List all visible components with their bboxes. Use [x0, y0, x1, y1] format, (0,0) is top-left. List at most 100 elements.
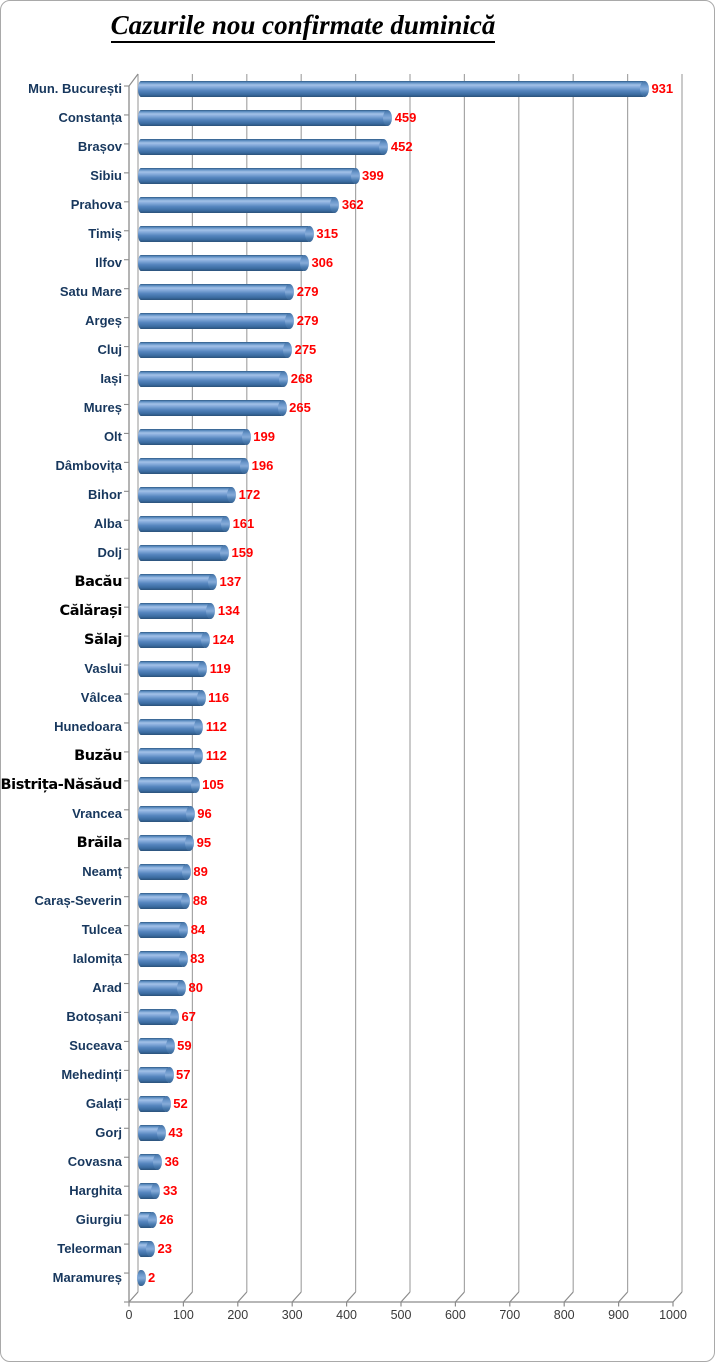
- bar-end-cap: [177, 979, 187, 996]
- bar-end-cap: [181, 863, 191, 880]
- bar: [138, 399, 283, 416]
- x-axis-tick-label: 600: [444, 1308, 466, 1322]
- value-label: 36: [164, 1154, 180, 1169]
- bar: [138, 950, 184, 967]
- bar-end-cap: [136, 1269, 146, 1286]
- bar: [138, 1037, 171, 1054]
- floor-slant: [618, 1291, 629, 1303]
- category-label: Teleorman: [57, 1241, 122, 1256]
- category-label: Bistrița-Năsăud: [0, 776, 123, 793]
- category-label: Brăila: [76, 834, 123, 851]
- value-label: 399: [362, 168, 384, 183]
- category-label: Brașov: [77, 139, 122, 154]
- value-label: 268: [290, 371, 313, 386]
- bar: [138, 660, 203, 677]
- category-label: Covasna: [67, 1154, 122, 1169]
- bar: [138, 573, 213, 590]
- category-label: Ialomița: [72, 951, 122, 966]
- category-label: Maramureș: [52, 1270, 122, 1285]
- bar-end-cap: [151, 1182, 161, 1199]
- category-label: Vaslui: [84, 661, 122, 676]
- bar-end-cap: [165, 1037, 175, 1054]
- category-label: Alba: [93, 516, 122, 531]
- bar: [138, 428, 247, 445]
- bar-end-cap: [169, 1008, 179, 1025]
- category-label: Gorj: [95, 1125, 122, 1140]
- value-label: 931: [651, 81, 674, 96]
- value-label: 119: [209, 661, 231, 676]
- bar-end-cap: [379, 138, 389, 155]
- bar: [138, 225, 310, 242]
- category-label: Suceava: [69, 1038, 122, 1053]
- value-label: 105: [202, 777, 224, 792]
- value-label: 89: [193, 864, 208, 879]
- x-axis-tick-label: 300: [281, 1308, 303, 1322]
- bar-end-cap: [277, 399, 287, 416]
- value-label: 112: [205, 719, 227, 734]
- category-label: Iași: [100, 371, 122, 386]
- category-label: Vâlcea: [80, 690, 122, 705]
- bar-end-cap: [221, 515, 231, 532]
- bar-end-cap: [639, 80, 649, 97]
- bar: [138, 486, 232, 503]
- category-label: Mureș: [83, 400, 122, 415]
- bar: [138, 515, 226, 532]
- value-label: 23: [157, 1241, 172, 1256]
- bar-end-cap: [194, 747, 204, 764]
- bar-end-cap: [200, 631, 210, 648]
- bar: [138, 109, 388, 126]
- bar: [138, 1095, 167, 1112]
- value-label: 452: [390, 139, 413, 154]
- category-label: Prahova: [70, 197, 122, 212]
- bar: [138, 544, 225, 561]
- bar-end-cap: [153, 1153, 163, 1170]
- category-label: Tulcea: [81, 922, 122, 937]
- category-label: Călărași: [59, 602, 122, 619]
- floor-slant: [563, 1291, 574, 1303]
- category-label: Satu Mare: [59, 284, 122, 299]
- bar-end-cap: [161, 1095, 171, 1112]
- value-label: 459: [394, 110, 417, 125]
- value-label: 67: [181, 1009, 196, 1024]
- category-label: Caraș-Severin: [34, 893, 122, 908]
- category-label: Buzău: [74, 747, 122, 764]
- bar: [138, 254, 305, 271]
- bar: [138, 1066, 169, 1083]
- category-label: Neamț: [82, 864, 122, 879]
- bar: [138, 892, 186, 909]
- category-label: Arad: [92, 980, 122, 995]
- bar-end-cap: [181, 892, 191, 909]
- bar: [138, 602, 211, 619]
- bar-end-cap: [304, 225, 314, 242]
- wall-top-slant: [128, 73, 139, 87]
- category-label: Giurgiu: [75, 1212, 122, 1227]
- floor-slant: [509, 1291, 520, 1303]
- x-axis-tick-label: 400: [336, 1308, 358, 1322]
- value-label: 275: [294, 342, 317, 357]
- chart-title-text: Cazurile nou confirmate duminică: [110, 10, 496, 43]
- bar: [138, 776, 196, 793]
- category-label: Cluj: [97, 342, 122, 357]
- value-label: 134: [217, 603, 240, 618]
- bar: [138, 979, 182, 996]
- category-label: Olt: [103, 429, 122, 444]
- bar: [138, 167, 356, 184]
- floor-slant: [454, 1291, 465, 1303]
- category-label: Mun. București: [28, 81, 122, 96]
- bar-end-cap: [285, 312, 295, 329]
- bar-end-cap: [219, 544, 229, 561]
- value-label: 279: [296, 284, 319, 299]
- bar-end-cap: [156, 1124, 166, 1141]
- value-label: 161: [232, 516, 255, 531]
- value-label: 2: [148, 1270, 156, 1285]
- bar: [138, 457, 245, 474]
- x-axis-tick-label: 900: [608, 1308, 630, 1322]
- bar: [138, 1124, 162, 1141]
- value-label: 33: [162, 1183, 178, 1198]
- bar: [138, 80, 645, 97]
- value-label: 59: [177, 1038, 192, 1053]
- value-label: 196: [251, 458, 274, 473]
- value-label: 172: [238, 487, 261, 502]
- value-label: 95: [196, 835, 212, 850]
